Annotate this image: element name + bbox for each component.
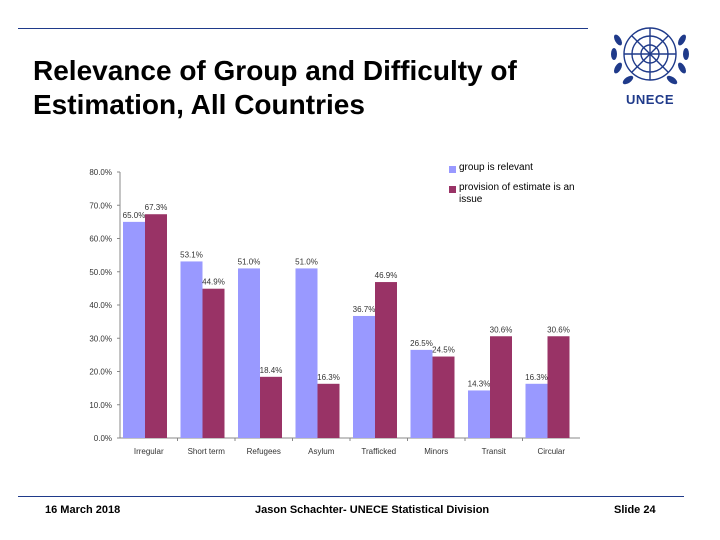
data-label: 36.7%: [353, 305, 376, 314]
x-tick-label: Transit: [482, 447, 507, 456]
bar-2: [317, 383, 340, 438]
bar-1: [180, 261, 203, 438]
un-emblem-icon: [611, 27, 689, 85]
data-label: 51.0%: [295, 257, 318, 266]
legend-item-series-1: group is relevant: [449, 162, 579, 174]
x-tick-label: Asylum: [308, 447, 335, 456]
footer-rule: [18, 496, 684, 497]
bar-1: [525, 383, 548, 438]
x-tick-label: Short term: [188, 447, 226, 456]
legend-swatch: [449, 166, 456, 173]
chart-legend: group is relevant provision of estimate …: [449, 162, 579, 214]
data-label: 18.4%: [260, 366, 283, 375]
x-tick-label: Refugees: [247, 447, 281, 456]
bar-chart: 0.0% 10.0% 20.0% 30.0% 40.0% 50.0% 60.0% 70.0% 8…: [89, 168, 580, 456]
data-label: 44.9%: [202, 278, 225, 287]
data-label: 65.0%: [123, 211, 146, 220]
data-label: 51.0%: [238, 257, 261, 266]
x-tick-label: Irregular: [134, 447, 164, 456]
bar-2: [260, 376, 282, 438]
y-tick-label: 60.0%: [89, 235, 112, 244]
bar-1: [410, 349, 433, 438]
bar-1: [353, 315, 375, 438]
x-tick-label: Trafficked: [361, 447, 396, 456]
legend-label: group is relevant: [459, 162, 533, 173]
data-label: 67.3%: [145, 203, 168, 212]
footer-author: Jason Schachter- UNECE Statistical Divis…: [255, 504, 490, 516]
data-label: 30.6%: [490, 325, 513, 334]
logo-text: UNECE: [625, 92, 674, 107]
data-label: 30.6%: [547, 325, 570, 334]
bar-1: [468, 390, 490, 438]
bar-2: [202, 288, 225, 438]
legend-item-series-2: provision of estimate is an issue: [449, 182, 579, 206]
legend-swatch: [449, 186, 456, 193]
y-tick-label: 40.0%: [89, 301, 112, 310]
bar-1: [295, 268, 318, 438]
data-label: 53.1%: [180, 250, 203, 259]
y-tick-label: 30.0%: [89, 334, 112, 343]
bar-2: [490, 336, 512, 438]
y-tick-label: 70.0%: [89, 201, 112, 210]
data-label: 24.5%: [432, 346, 455, 355]
bar-1: [123, 221, 145, 438]
y-tick-label: 80.0%: [89, 168, 112, 177]
bar-2: [145, 214, 167, 438]
slide-number: Slide 24: [614, 504, 656, 516]
y-tick-label: 20.0%: [89, 368, 112, 377]
y-tick-label: 10.0%: [89, 401, 112, 410]
x-tick-label: Minors: [424, 447, 448, 456]
data-label: 46.9%: [375, 271, 398, 280]
data-label: 16.3%: [317, 373, 340, 382]
legend-label: provision of estimate is an issue: [459, 182, 575, 205]
x-tick-label: Circular: [537, 447, 565, 456]
footer-date: 16 March 2018: [45, 504, 121, 516]
bar-2: [432, 356, 455, 438]
slide-title: Relevance of Group and Difficulty of Est…: [33, 55, 517, 120]
data-label: 26.5%: [410, 339, 433, 348]
title-rule: [18, 28, 588, 29]
data-label: 16.3%: [525, 373, 548, 382]
y-tick-label: 0.0%: [94, 434, 112, 443]
bar-1: [238, 268, 260, 438]
y-tick-label: 50.0%: [89, 268, 112, 277]
bar-2: [547, 336, 570, 438]
data-label: 14.3%: [468, 379, 491, 388]
bar-2: [375, 282, 397, 438]
